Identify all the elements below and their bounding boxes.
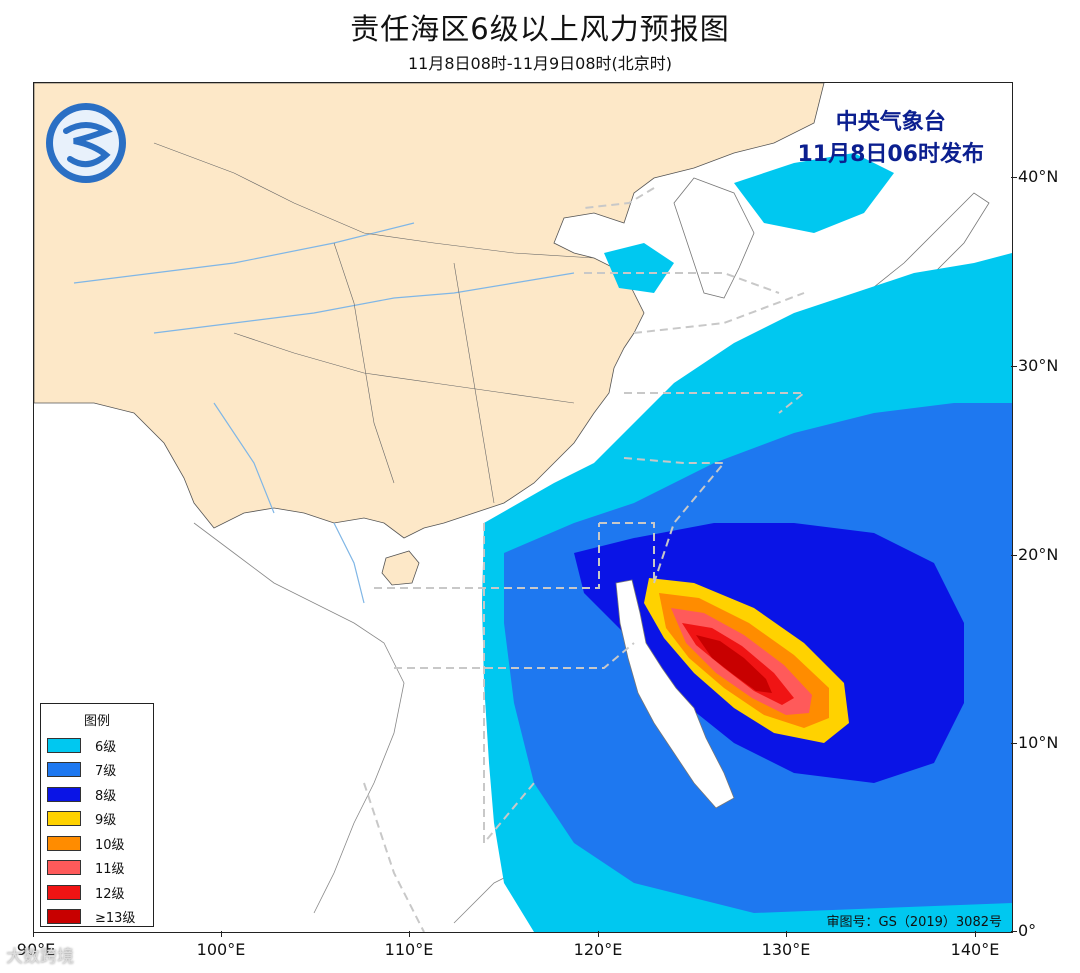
y-tick-label: 30°N [1018,356,1059,375]
x-tick-label: 110°E [384,940,434,959]
issuer-block: 中央气象台 11月8日06时发布 [797,107,984,171]
legend-label: 6级 [95,739,117,755]
x-tick-label: 120°E [573,940,623,959]
legend-title: 图例 [83,714,110,729]
rivers [73,222,575,604]
province-boundaries [153,142,595,504]
legend-label: 8级 [95,788,117,804]
legend-item: 11级 [41,856,153,881]
legend-swatch [47,737,81,753]
cma-logo-icon [44,101,128,185]
issuer-name: 中央气象台 [835,110,946,135]
indochina-outline [193,522,405,914]
wind-zone-13 [696,635,772,693]
map-title: 责任海区6级以上风力预报图 [350,12,730,46]
x-tick [409,931,410,937]
y-tick-label: 20°N [1018,545,1059,564]
x-tick-label: 90°E [16,940,56,959]
map-subtitle: 11月8日08时-11月9日08时(北京时) [407,54,673,73]
x-tick [786,931,787,937]
x-tick-label: 100°E [196,940,246,959]
sea-area-boundaries [363,187,807,932]
legend-swatch [47,860,81,876]
legend-item: 10级 [41,831,153,856]
legend-label: 9级 [95,813,117,829]
map-canvas [34,83,1012,932]
hainan-island [381,550,420,586]
legend-swatch [47,762,81,778]
legend-item: ≥13级 [41,905,153,930]
wind-forecast-map: 中央气象台 11月8日06时发布 图例 6级 7级 8级 9级 10级 11级 [33,82,1013,933]
legend-item: 7级 [41,758,153,783]
legend-label: 10级 [95,837,125,853]
x-tick [975,931,976,937]
legend-label: 11级 [95,862,125,878]
x-tick [221,931,222,937]
y-tick [1011,366,1017,367]
issuer-time: 11月8日06时发布 [797,142,984,167]
y-tick-label: 10°N [1018,733,1059,752]
y-tick-label: 0° [1018,921,1037,940]
philippines-land [615,579,735,809]
y-tick [1011,743,1017,744]
x-tick-label: 140°E [950,940,1000,959]
watermark: 大数跨境 [6,947,74,967]
legend-item: 6级 [41,733,153,758]
legend-item: 8级 [41,782,153,807]
legend-item: 9级 [41,807,153,832]
legend-swatch [47,811,81,827]
y-tick [1011,931,1017,932]
x-tick [33,931,34,937]
y-tick [1011,177,1017,178]
y-tick [1011,555,1017,556]
korea-peninsula [673,177,755,299]
legend-swatch [47,786,81,802]
china-landmass [34,83,825,539]
legend-label: 12级 [95,886,125,902]
legend-swatch [47,835,81,851]
legend-item: 12级 [41,880,153,905]
x-tick [598,931,599,937]
legend: 图例 6级 7级 8级 9级 10级 11级 12级 [40,703,154,927]
legend-swatch [47,884,81,900]
legend-label: ≥13级 [95,911,136,927]
legend-swatch [47,909,81,925]
x-tick-label: 130°E [761,940,811,959]
review-number: 审图号：GS（2019）3082号 [826,915,1003,930]
legend-label: 7级 [95,764,117,780]
y-tick-label: 40°N [1018,167,1059,186]
